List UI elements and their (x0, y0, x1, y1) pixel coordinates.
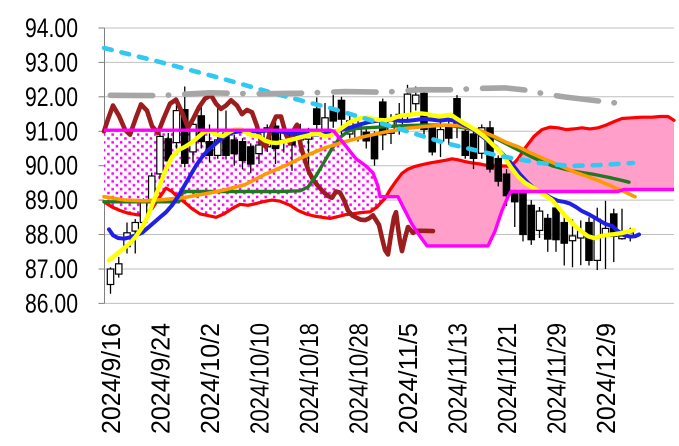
svg-text:2024/9/24: 2024/9/24 (146, 323, 176, 434)
svg-text:2024/11/21: 2024/11/21 (492, 323, 522, 434)
svg-text:2024/10/10: 2024/10/10 (245, 323, 275, 434)
svg-text:88.00: 88.00 (25, 220, 78, 250)
svg-text:92.00: 92.00 (25, 82, 78, 112)
svg-text:2024/11/29: 2024/11/29 (542, 323, 572, 434)
svg-text:2024/11/13: 2024/11/13 (443, 323, 473, 434)
svg-text:2024/11/5: 2024/11/5 (393, 323, 423, 434)
svg-text:90.00: 90.00 (25, 151, 78, 181)
svg-text:87.00: 87.00 (25, 254, 78, 284)
svg-text:2024/10/18: 2024/10/18 (294, 323, 324, 434)
svg-text:89.00: 89.00 (25, 185, 78, 215)
svg-text:86.00: 86.00 (25, 288, 78, 318)
svg-text:91.00: 91.00 (25, 116, 78, 146)
svg-text:2024/9/16: 2024/9/16 (96, 323, 126, 434)
svg-text:2024/10/2: 2024/10/2 (195, 323, 225, 434)
svg-text:94.00: 94.00 (25, 13, 78, 43)
svg-text:93.00: 93.00 (25, 47, 78, 77)
svg-text:2024/12/9: 2024/12/9 (591, 323, 621, 434)
svg-text:2024/10/28: 2024/10/28 (344, 323, 374, 434)
